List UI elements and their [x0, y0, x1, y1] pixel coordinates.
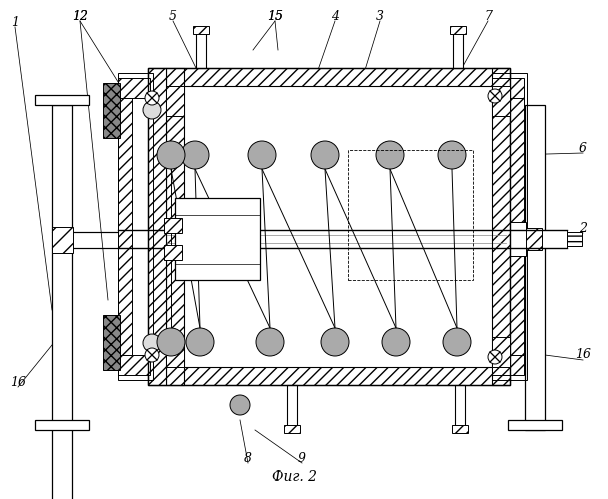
Circle shape [143, 334, 161, 352]
Text: 9: 9 [298, 452, 306, 465]
Text: 12: 12 [72, 9, 88, 22]
Text: 5: 5 [169, 9, 177, 22]
Bar [284, 425, 300, 433]
Bar [287, 385, 297, 430]
Circle shape [230, 395, 250, 415]
Text: Фиг. 2: Фиг. 2 [272, 470, 317, 484]
Circle shape [488, 350, 502, 364]
Bar [510, 222, 526, 256]
Bar [492, 355, 524, 375]
Bar [118, 355, 150, 375]
Bar [542, 230, 567, 248]
Circle shape [181, 141, 209, 169]
Bar [525, 105, 545, 430]
Bar [164, 245, 182, 260]
Text: 15: 15 [267, 9, 283, 22]
Circle shape [248, 141, 276, 169]
Bar [492, 337, 510, 367]
Bar [35, 95, 89, 105]
Bar [510, 98, 524, 355]
Bar [524, 228, 542, 250]
Text: 12: 12 [72, 9, 88, 22]
Circle shape [443, 328, 471, 356]
Text: 4: 4 [331, 9, 339, 22]
Bar [508, 420, 562, 430]
Bar [148, 367, 510, 385]
Bar [52, 105, 72, 499]
Bar [164, 218, 182, 233]
Bar [450, 26, 466, 34]
Bar [118, 78, 150, 98]
Bar [166, 86, 184, 116]
Circle shape [143, 101, 161, 119]
Text: 1: 1 [11, 15, 19, 28]
Bar [148, 68, 510, 385]
Circle shape [376, 141, 404, 169]
Bar [166, 337, 184, 367]
Text: 3: 3 [376, 9, 384, 22]
Bar [348, 150, 473, 280]
Bar [492, 68, 510, 385]
Text: 8: 8 [244, 452, 252, 465]
Bar [118, 98, 132, 355]
Bar [175, 198, 260, 280]
Text: 7: 7 [484, 9, 492, 22]
Bar [492, 86, 510, 116]
Bar [452, 425, 468, 433]
Bar [148, 68, 510, 86]
Circle shape [311, 141, 339, 169]
Circle shape [145, 91, 159, 105]
Bar [453, 30, 463, 68]
Bar [193, 26, 209, 34]
Circle shape [488, 89, 502, 103]
Bar [52, 227, 73, 253]
Text: 6: 6 [579, 142, 587, 155]
Bar [35, 420, 89, 430]
Circle shape [256, 328, 284, 356]
Circle shape [438, 141, 466, 169]
Text: 2: 2 [579, 222, 587, 235]
Circle shape [157, 141, 185, 169]
Bar [492, 78, 524, 98]
Text: 15: 15 [267, 9, 283, 22]
Circle shape [321, 328, 349, 356]
Bar [103, 315, 120, 370]
Text: 16: 16 [575, 348, 591, 361]
Bar [118, 73, 153, 380]
Circle shape [145, 348, 159, 362]
Bar [455, 385, 465, 430]
Bar [166, 68, 184, 385]
Bar [567, 232, 582, 246]
Circle shape [382, 328, 410, 356]
Text: 16: 16 [10, 376, 26, 389]
Bar [148, 68, 166, 385]
Circle shape [186, 328, 214, 356]
Bar [103, 83, 120, 138]
Circle shape [157, 328, 185, 356]
Bar [166, 86, 492, 367]
Bar [196, 30, 206, 68]
Bar [492, 73, 527, 380]
